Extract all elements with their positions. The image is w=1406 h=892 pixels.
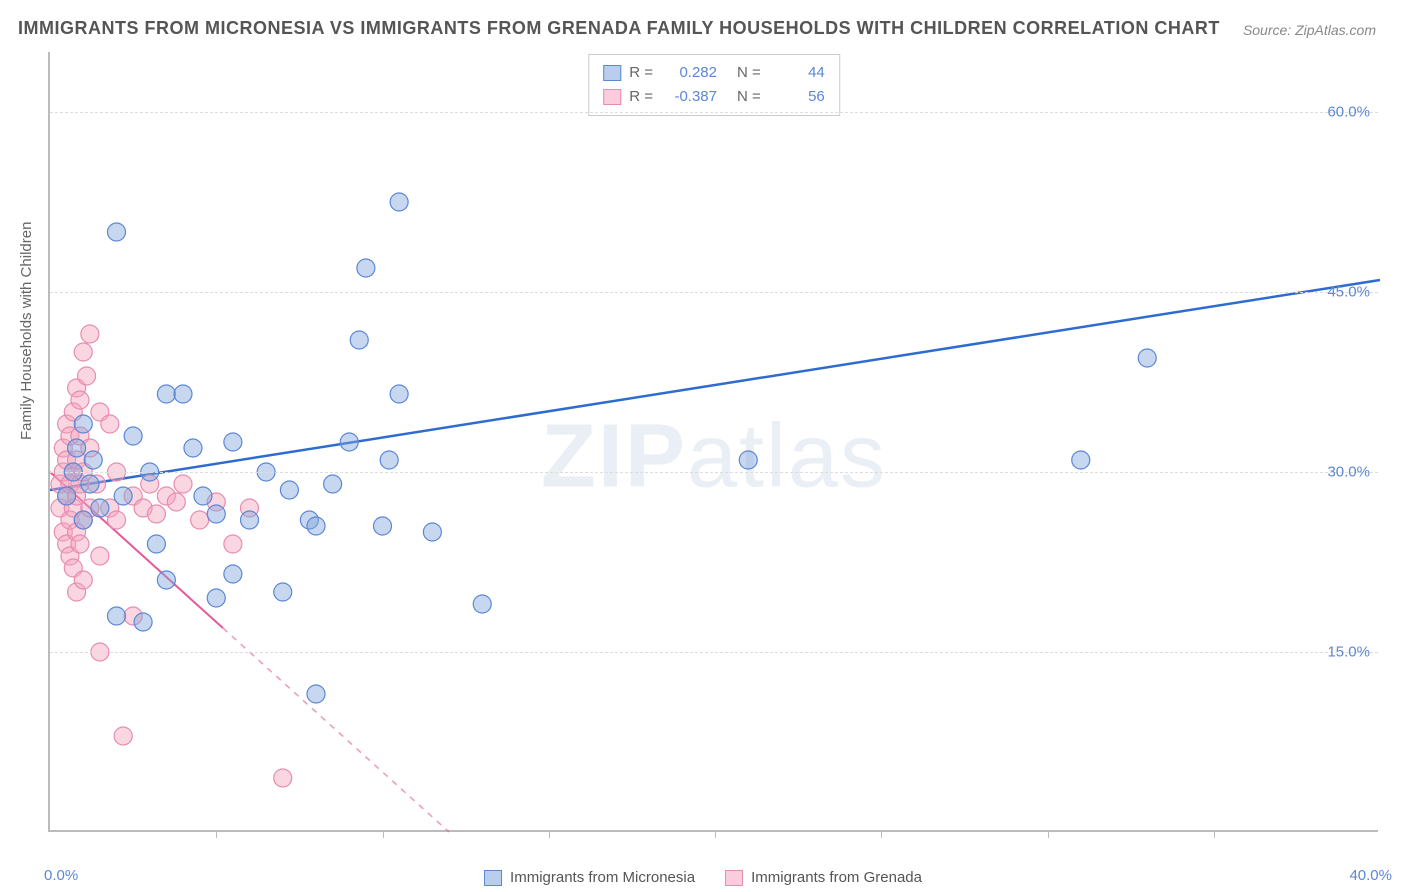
swatch-blue-icon bbox=[603, 65, 621, 81]
y-tick-label: 15.0% bbox=[1327, 644, 1370, 661]
chart-svg bbox=[50, 52, 1378, 830]
x-tick bbox=[216, 830, 217, 838]
legend-item-series2: Immigrants from Grenada bbox=[725, 869, 922, 886]
x-tick bbox=[715, 830, 716, 838]
r-value-2: -0.387 bbox=[661, 85, 717, 109]
n-label-2: N = bbox=[737, 85, 761, 109]
x-tick bbox=[383, 830, 384, 838]
legend-swatch-pink-icon bbox=[725, 870, 743, 886]
stats-legend: R = 0.282 N = 44 R = -0.387 N = 56 bbox=[588, 54, 840, 116]
bottom-legend: Immigrants from Micronesia Immigrants fr… bbox=[484, 869, 922, 886]
plot-area: ZIPatlas R = 0.282 N = 44 R = -0.387 N =… bbox=[48, 52, 1378, 832]
n-label-1: N = bbox=[737, 61, 761, 85]
gridline bbox=[50, 472, 1378, 473]
stats-row-series1: R = 0.282 N = 44 bbox=[603, 61, 825, 85]
legend-swatch-blue-icon bbox=[484, 870, 502, 886]
gridline bbox=[50, 292, 1378, 293]
y-tick-label: 60.0% bbox=[1327, 104, 1370, 121]
r-label-1: R = bbox=[629, 61, 653, 85]
x-tick bbox=[1214, 830, 1215, 838]
x-tick bbox=[549, 830, 550, 838]
r-label-2: R = bbox=[629, 85, 653, 109]
y-tick-label: 30.0% bbox=[1327, 464, 1370, 481]
n-value-1: 44 bbox=[769, 61, 825, 85]
y-tick-label: 45.0% bbox=[1327, 284, 1370, 301]
x-tick bbox=[881, 830, 882, 838]
x-max-label: 40.0% bbox=[1349, 867, 1392, 884]
x-origin-label: 0.0% bbox=[44, 867, 78, 884]
gridline bbox=[50, 112, 1378, 113]
r-value-1: 0.282 bbox=[661, 61, 717, 85]
legend-label-1: Immigrants from Micronesia bbox=[510, 869, 695, 886]
x-tick bbox=[1048, 830, 1049, 838]
y-axis-label: Family Households with Children bbox=[18, 222, 35, 440]
n-value-2: 56 bbox=[769, 85, 825, 109]
swatch-pink-icon bbox=[603, 89, 621, 105]
chart-title: IMMIGRANTS FROM MICRONESIA VS IMMIGRANTS… bbox=[18, 18, 1220, 39]
legend-label-2: Immigrants from Grenada bbox=[751, 869, 922, 886]
source-attribution: Source: ZipAtlas.com bbox=[1243, 22, 1376, 38]
stats-row-series2: R = -0.387 N = 56 bbox=[603, 85, 825, 109]
gridline bbox=[50, 652, 1378, 653]
legend-item-series1: Immigrants from Micronesia bbox=[484, 869, 695, 886]
